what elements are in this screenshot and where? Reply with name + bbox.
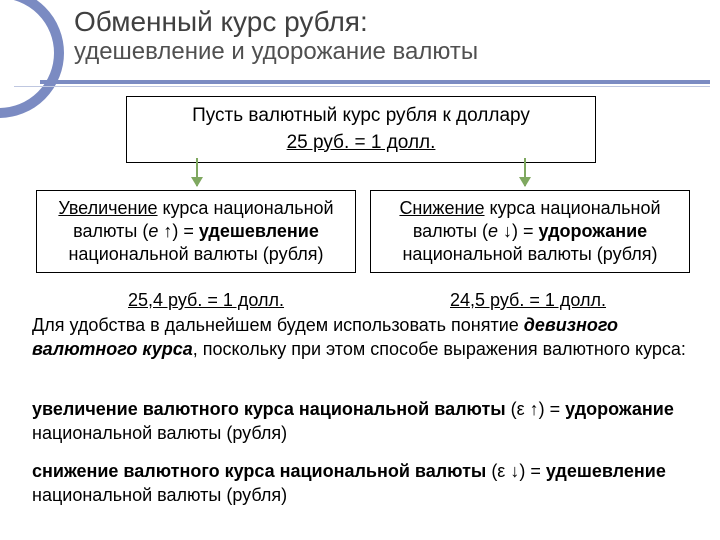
slide-title: Обменный курс рубля: — [74, 6, 694, 38]
p2-b2: удорожание — [565, 399, 674, 419]
paragraph-2: увеличение валютного курса национальной … — [32, 398, 692, 446]
decrease-box: Снижение курса национальной валюты (е ↓)… — [370, 190, 690, 273]
increase-box: Увеличение курса национальной валюты (е … — [36, 190, 356, 273]
p1-t2: , поскольку при этом способе выражения в… — [193, 339, 686, 359]
premise-box: Пусть валютный курс рубля к доллару 25 р… — [126, 96, 596, 163]
premise-line2: 25 руб. = 1 долл. — [137, 130, 585, 157]
increase-var: е — [148, 221, 158, 241]
p3-b2: удешевление — [546, 461, 666, 481]
header-rule-thick — [40, 80, 710, 84]
decrease-effect: удорожание — [539, 221, 648, 241]
premise-line1: Пусть валютный курс рубля к доллару — [137, 103, 585, 130]
slide-subtitle: удешевление и удорожание валюты — [74, 38, 694, 66]
header-rule-thin — [14, 86, 710, 87]
increase-keyword: Увеличение — [58, 198, 157, 218]
arrow-right-icon — [524, 158, 526, 186]
decrease-t2: национальной валюты (рубля) — [402, 244, 657, 264]
decrease-arrow: ↓) = — [498, 221, 539, 241]
p2-t1: (ε ↑) = — [506, 399, 566, 419]
example-right: 24,5 руб. = 1 долл. — [450, 290, 606, 311]
paragraph-1: Для удобства в дальнейшем будем использо… — [32, 314, 692, 362]
p3-t2: национальной валюты (рубля) — [32, 485, 287, 505]
increase-t2: национальной валюты (рубля) — [68, 244, 323, 264]
increase-arrow: ↑) = — [158, 221, 199, 241]
p3-t1: (ε ↓) = — [486, 461, 546, 481]
decrease-var: е — [488, 221, 498, 241]
slide-header: Обменный курс рубля: удешевление и удоро… — [74, 6, 694, 66]
p2-t2: национальной валюты (рубля) — [32, 423, 287, 443]
decorative-circle — [0, 0, 64, 118]
p3-b1: снижение валютного курса национальной ва… — [32, 461, 486, 481]
decrease-keyword: Снижение — [399, 198, 484, 218]
arrow-left-icon — [196, 158, 198, 186]
example-left: 25,4 руб. = 1 долл. — [128, 290, 284, 311]
p2-b1: увеличение валютного курса национальной … — [32, 399, 506, 419]
increase-effect: удешевление — [199, 221, 319, 241]
paragraph-3: снижение валютного курса национальной ва… — [32, 460, 692, 508]
p1-t1: Для удобства в дальнейшем будем использо… — [32, 315, 524, 335]
